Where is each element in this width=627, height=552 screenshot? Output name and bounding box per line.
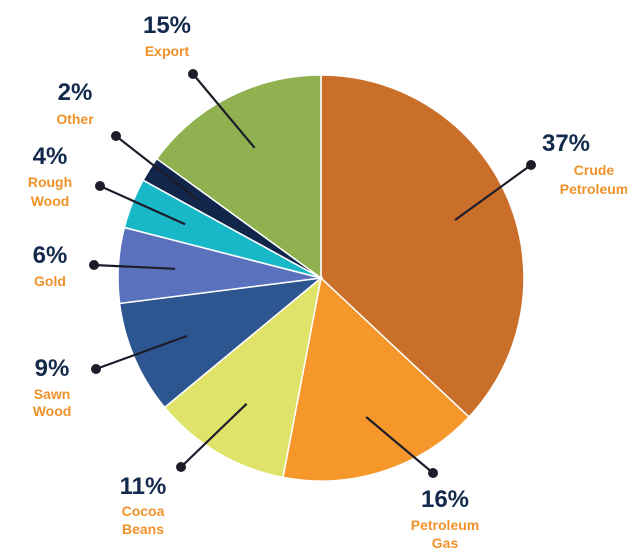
percent-label-crude-petroleum: 37%	[542, 130, 590, 157]
leader-dot-other	[111, 131, 121, 141]
percent-label-other: 2%	[58, 79, 93, 106]
leader-dot-crude-petroleum	[526, 160, 536, 170]
category-label-rough-wood: Wood	[31, 193, 70, 209]
percent-label-rough-wood: 4%	[33, 143, 68, 170]
slice-labels: 37% Crude Petroleum 16% Petroleum Gas 11% Cocoa…	[28, 12, 627, 551]
percent-label-petroleum-gas: 16%	[421, 486, 469, 513]
category-label-gold: Gold	[34, 273, 66, 289]
leader-lines	[89, 69, 536, 478]
percent-label-export: 15%	[143, 12, 191, 39]
pie-slices	[117, 74, 525, 482]
category-label-other: Other	[56, 111, 94, 127]
percent-label-cocoa-beans: 11%	[120, 473, 167, 500]
category-label-sawn-wood: Wood	[33, 403, 72, 419]
leader-line-rough-wood	[99, 184, 186, 226]
percent-label-sawn-wood: 9%	[35, 355, 70, 382]
leader-dot-cocoa-beans	[176, 462, 186, 472]
category-label-cocoa-beans: Beans	[122, 521, 164, 537]
leader-line-cocoa-beans	[180, 403, 248, 468]
leader-dot-petroleum-gas	[428, 468, 438, 478]
leader-line-petroleum-gas	[365, 416, 434, 474]
leader-line-sawn-wood	[95, 334, 188, 371]
category-label-sawn-wood: Sawn	[34, 386, 71, 402]
category-label-crude-petroleum: Crude	[574, 162, 615, 178]
pie-slice-crude-petroleum	[320, 74, 525, 419]
leader-dot-rough-wood	[95, 181, 105, 191]
leader-dot-gold	[89, 260, 99, 270]
category-label-crude-petroleum: Petroleum	[560, 181, 627, 197]
leader-line-other	[115, 135, 199, 201]
leader-line-crude-petroleum	[454, 164, 532, 221]
pie-slice-export	[155, 74, 322, 280]
pie-slice-sawn-wood	[118, 276, 324, 409]
pie-slice-cocoa-beans	[163, 276, 323, 479]
pie-slice-petroleum-gas	[282, 276, 471, 482]
category-label-rough-wood: Rough	[28, 174, 72, 190]
category-label-petroleum-gas: Gas	[432, 535, 459, 551]
category-label-cocoa-beans: Cocoa	[122, 503, 165, 519]
percent-label-gold: 6%	[33, 242, 68, 269]
category-label-petroleum-gas: Petroleum	[411, 517, 479, 533]
leader-line-export	[192, 73, 256, 149]
leader-line-gold	[93, 263, 176, 270]
leader-dot-sawn-wood	[91, 364, 101, 374]
leader-dot-export	[188, 69, 198, 79]
category-label-export: Export	[145, 43, 190, 59]
